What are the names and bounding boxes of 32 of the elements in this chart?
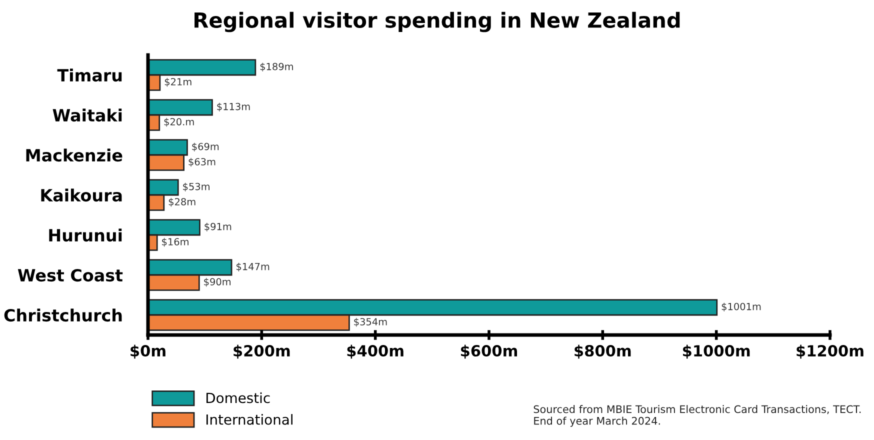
text: Sourced from MBIE Tourism Electronic Card Transactions, TECT. End of year March 2024. <box>534 405 861 427</box>
data-label: $91m <box>204 222 232 232</box>
x-tick-label: $0m <box>130 344 166 359</box>
data-label: $113m <box>217 102 250 112</box>
y-tick-label: Kaikoura <box>41 188 122 202</box>
chart-title: Regional visitor spending in New Zealand <box>194 12 680 32</box>
x-tick-label: $400m <box>347 344 404 359</box>
data-label: $53m <box>183 182 210 192</box>
x-tick-label: $1200m <box>796 344 864 359</box>
data-label: $90m <box>204 278 231 287</box>
data-label: $1001m <box>722 302 761 312</box>
x-tick-label: $1000m <box>682 344 750 359</box>
y-tick-label: Christchurch <box>4 308 122 322</box>
x-tick-label: $800m <box>574 344 631 359</box>
legend-label: International <box>206 414 292 425</box>
y-tick-label: Waitaki <box>52 108 122 122</box>
data-label: $69m <box>192 142 219 152</box>
x-tick-label: $600m <box>460 344 518 359</box>
y-tick-label: Mackenzie <box>26 148 122 162</box>
legend-label: Domestic <box>206 392 270 404</box>
x-tick-label: $200m <box>234 344 290 359</box>
data-label: $147m <box>236 262 270 272</box>
y-tick-label: West Coast <box>18 268 123 282</box>
y-tick-label: Hurunui <box>49 228 122 242</box>
data-label: $16m <box>162 238 188 247</box>
data-label: $354m <box>354 318 387 327</box>
data-label: $20.m <box>164 118 194 127</box>
y-tick-label: Timaru <box>57 68 122 82</box>
data-label: $189m <box>260 62 293 72</box>
data-label: $28m <box>168 198 196 207</box>
data-label: $21m <box>164 78 192 87</box>
data-label: $63m <box>188 158 216 167</box>
